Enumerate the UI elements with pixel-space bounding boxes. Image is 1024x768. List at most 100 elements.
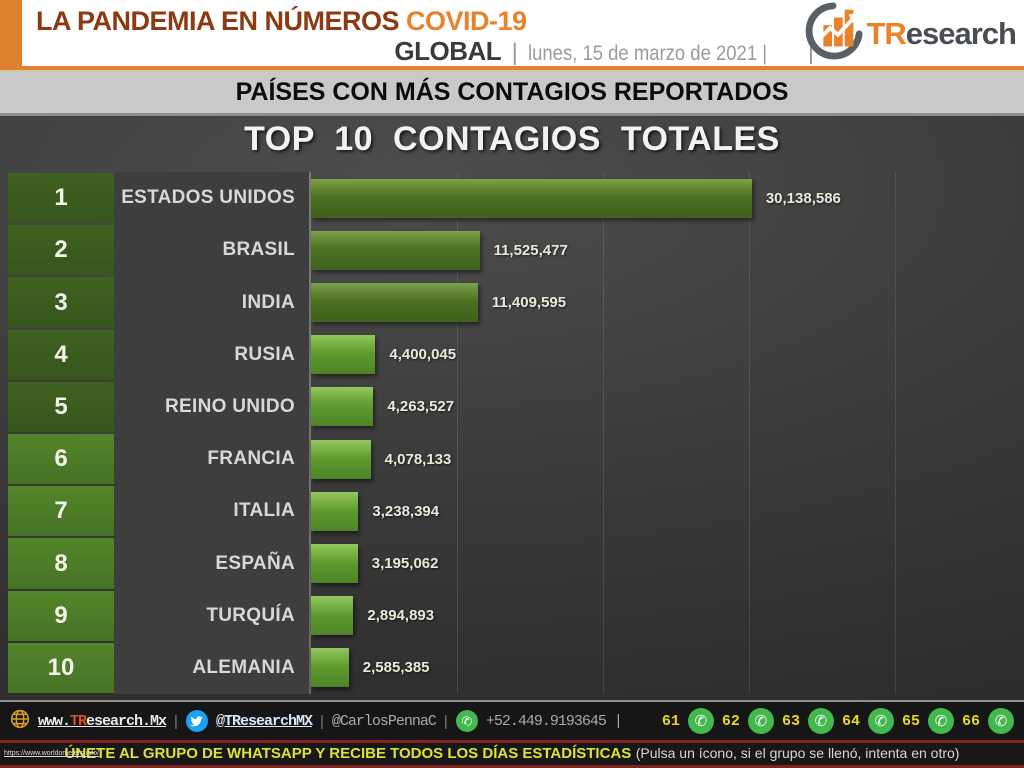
whatsapp-group-number: 66 <box>961 712 980 730</box>
bar <box>311 596 354 636</box>
bar-cell: 11,409,595 <box>309 276 1016 329</box>
value-label: 3,195,062 <box>371 555 439 573</box>
scope-separator: | <box>511 39 518 66</box>
footer-separator: | <box>174 712 178 730</box>
footer-separator: | <box>319 712 324 730</box>
phone-glyph: ✆ <box>934 712 948 730</box>
bar-cell: 3,195,062 <box>309 537 1016 590</box>
bar <box>311 648 349 688</box>
tresearch-logo: TResearch <box>804 2 1017 65</box>
country-label: FRANCIA <box>114 433 309 486</box>
bar <box>311 439 371 479</box>
value-label: 4,078,133 <box>384 450 452 468</box>
country-label: INDIA <box>114 276 309 329</box>
whatsapp-icon[interactable]: ✆ <box>455 710 478 732</box>
rank-badge: 10 <box>8 642 114 694</box>
header-divider <box>810 38 812 64</box>
country-label: RUSIA <box>114 328 309 381</box>
table-row: 6 FRANCIA 4,078,133 <box>8 433 1016 486</box>
footer-contacts: www.TResearch.Mx | @TResearchMX | @Carlo… <box>10 709 623 734</box>
phone-glyph: ✆ <box>814 712 828 730</box>
value-label: 3,238,394 <box>372 502 440 520</box>
rank-badge: 5 <box>8 381 114 433</box>
subheader-banner: PAÍSES CON MÁS CONTAGIOS REPORTADOS <box>0 70 1024 116</box>
table-row: 4 RUSIA 4,400,045 <box>8 328 1016 381</box>
value-label: 11,409,595 <box>491 294 567 311</box>
date-label: lunes, 15 de marzo de 2021 | <box>528 42 768 65</box>
whatsapp-group-icon-61[interactable]: ✆ <box>687 708 714 734</box>
rank-badge: 7 <box>8 486 114 537</box>
whatsapp-group-number: 64 <box>841 712 860 730</box>
country-label: BRASIL <box>114 224 309 277</box>
logo-wordmark: TResearch <box>866 15 1017 51</box>
country-label: TURQUÍA <box>114 589 309 642</box>
join-message-main: ÚNETE AL GRUPO DE WHATSAPP Y RECIBE TODO… <box>64 745 632 762</box>
bar-cell: 2,894,893 <box>309 589 1016 642</box>
bar-cell: 30,138,586 <box>309 172 1016 225</box>
rank-badge: 2 <box>8 225 114 276</box>
twitter-handle-link[interactable]: @TResearchMX <box>215 712 313 730</box>
rank-badge: 1 <box>8 173 114 224</box>
brand-accent-text: COVID-19 <box>406 6 527 36</box>
phone-glyph: ✆ <box>754 712 768 730</box>
bar-cell: 11,525,477 <box>309 224 1016 277</box>
page-title: LA PANDEMIA EN NÚMEROS COVID-19 <box>36 6 527 37</box>
bar-cell: 4,263,527 <box>309 380 1016 434</box>
value-label: 11,525,477 <box>493 241 568 259</box>
website-link[interactable]: www.TResearch.Mx <box>38 712 167 730</box>
bar-cell: 4,400,045 <box>309 328 1016 381</box>
globe-icon <box>10 709 30 734</box>
scope-label: GLOBAL <box>394 36 502 66</box>
footer-separator: | <box>443 712 448 730</box>
source-url-link[interactable]: https://www.worldometers.info/ <box>4 750 99 757</box>
value-label: 30,138,586 <box>765 189 841 207</box>
phone-number: +52.449.9193645 | <box>485 712 623 730</box>
table-row: 1 ESTADOS UNIDOS 30,138,586 <box>8 172 1016 225</box>
whatsapp-group-icon-66[interactable]: ✆ <box>988 708 1014 734</box>
header: LA PANDEMIA EN NÚMEROS COVID-19 GLOBAL |… <box>0 0 1024 70</box>
subheader-title: PAÍSES CON MÁS CONTAGIOS REPORTADOS <box>235 78 789 106</box>
phone-glyph: ✆ <box>874 712 888 730</box>
country-label: ITALIA <box>114 485 309 538</box>
whatsapp-group-icon-65[interactable]: ✆ <box>927 708 954 734</box>
bar <box>311 544 358 584</box>
table-row: 2 BRASIL 11,525,477 <box>8 224 1016 277</box>
whatsapp-group-number: 62 <box>721 712 740 730</box>
bar <box>311 387 374 427</box>
rank-badge: 3 <box>8 277 114 328</box>
table-row: 5 REINO UNIDO 4,263,527 <box>8 380 1016 434</box>
whatsapp-group-icon-62[interactable]: ✆ <box>747 708 774 734</box>
bar-cell: 4,078,133 <box>309 433 1016 486</box>
header-left-accent <box>0 0 22 66</box>
whatsapp-group-icon-64[interactable]: ✆ <box>867 708 894 734</box>
whatsapp-group-number: 63 <box>781 712 800 730</box>
twitter-icon[interactable] <box>185 710 208 732</box>
country-label: ESPAÑA <box>114 537 309 590</box>
value-label: 4,263,527 <box>387 398 455 416</box>
whatsapp-group-number: 61 <box>661 712 680 730</box>
table-row: 3 INDIA 11,409,595 <box>8 276 1016 329</box>
bar <box>311 230 480 270</box>
rank-badge: 6 <box>8 434 114 485</box>
whatsapp-group-number: 65 <box>901 712 920 730</box>
bar-cell: 3,238,394 <box>309 485 1016 538</box>
value-label: 2,894,893 <box>367 607 435 625</box>
bar <box>311 283 478 322</box>
table-row: 9 TURQUÍA 2,894,893 <box>8 589 1016 642</box>
phone-glyph: ✆ <box>994 712 1008 730</box>
brand-text: LA PANDEMIA EN NÚMEROS <box>36 6 400 36</box>
bottom-banner: https://www.worldometers.info/ ÚNETE AL … <box>0 740 1024 768</box>
scope-line: GLOBAL | lunes, 15 de marzo de 2021 | <box>0 36 800 67</box>
whatsapp-group-list: 61 ✆ 62 ✆ 63 ✆ 64 ✆ 65 ✆ 66 ✆ <box>662 708 1014 734</box>
whatsapp-group-icon-63[interactable]: ✆ <box>807 708 834 734</box>
join-message-note: (Pulsa un ícono, si el grupo se llenó, i… <box>635 745 960 761</box>
rank-badge: 4 <box>8 329 114 380</box>
rank-badge: 8 <box>8 538 114 589</box>
tresearch-logo-icon <box>804 2 866 65</box>
country-label: REINO UNIDO <box>114 380 309 434</box>
chart-title: TOP 10 CONTAGIOS TOTALES <box>244 120 780 158</box>
rank-badge: 9 <box>8 590 114 641</box>
country-label: ALEMANIA <box>114 641 309 695</box>
value-label: 4,400,045 <box>389 346 457 364</box>
